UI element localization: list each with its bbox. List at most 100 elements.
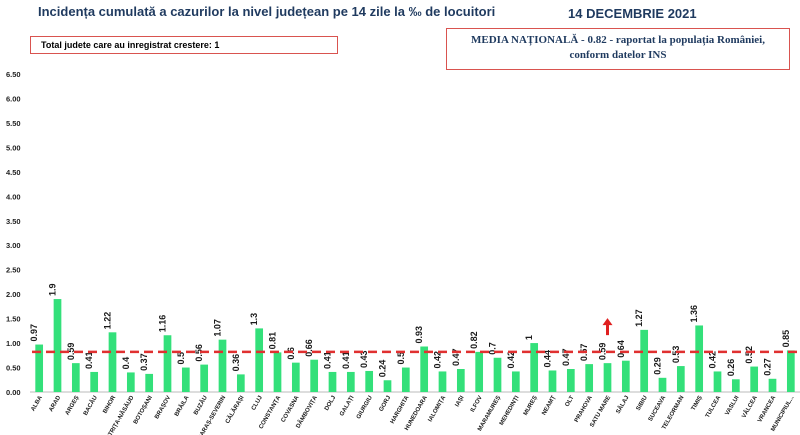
bar bbox=[475, 351, 484, 392]
bar bbox=[621, 360, 630, 392]
bar bbox=[108, 332, 117, 392]
bar bbox=[750, 366, 759, 392]
category-label: MEHEDINȚI bbox=[499, 395, 521, 427]
category-label: IAȘI bbox=[455, 395, 466, 408]
bar bbox=[310, 359, 319, 392]
bar bbox=[218, 339, 227, 392]
y-tick-label: 5.00 bbox=[6, 143, 21, 152]
bar bbox=[236, 374, 245, 392]
category-label: GIURGIU bbox=[356, 395, 374, 420]
category-label: BRAȘOV bbox=[154, 395, 172, 420]
bar bbox=[695, 325, 704, 392]
category-label: TULCEA bbox=[705, 394, 723, 419]
data-label: 1.36 bbox=[689, 305, 699, 323]
bar bbox=[731, 379, 740, 392]
bar bbox=[658, 377, 667, 392]
bar bbox=[768, 378, 777, 392]
data-label: 1.3 bbox=[249, 313, 259, 326]
category-label: PRAHOVA bbox=[574, 394, 594, 423]
bar bbox=[346, 371, 355, 392]
category-label: ILFOV bbox=[470, 395, 484, 413]
bar bbox=[511, 371, 520, 392]
y-tick-label: 4.00 bbox=[6, 192, 21, 201]
category-label: BUZĂU bbox=[192, 395, 209, 417]
data-label: 0.41 bbox=[323, 351, 333, 369]
category-label: SATU MARE bbox=[589, 395, 612, 429]
category-label: DOLJ bbox=[324, 395, 337, 412]
data-label: 0.52 bbox=[744, 346, 754, 364]
data-label: 1.07 bbox=[213, 319, 223, 337]
category-label: VÂLCEA bbox=[741, 394, 760, 419]
category-label: MUREȘ bbox=[523, 395, 539, 417]
data-label: 0.41 bbox=[341, 351, 351, 369]
increase-arrow-icon bbox=[602, 318, 613, 326]
national-average-box: MEDIA NAȚIONALĂ - 0.82 - raportat la pop… bbox=[446, 28, 790, 70]
category-label: HARGHITA bbox=[390, 394, 411, 425]
bar bbox=[603, 363, 612, 392]
data-label: 0.43 bbox=[359, 350, 369, 368]
data-label: 1.16 bbox=[158, 315, 168, 333]
data-label: 0.82 bbox=[469, 331, 479, 349]
y-tick-label: 0.50 bbox=[6, 364, 21, 373]
data-label: 0.59 bbox=[598, 343, 608, 361]
category-label: SIBIU bbox=[636, 395, 649, 412]
bar bbox=[365, 370, 374, 392]
bar bbox=[255, 328, 264, 392]
bar bbox=[713, 371, 722, 392]
data-label: 1.27 bbox=[634, 309, 644, 327]
y-tick-label: 2.00 bbox=[6, 290, 21, 299]
bar bbox=[585, 364, 594, 392]
bar bbox=[383, 380, 392, 392]
category-label: BIHOR bbox=[102, 394, 117, 414]
category-label: ARAD bbox=[48, 394, 62, 413]
bar bbox=[126, 372, 135, 392]
category-label: CLUJ bbox=[251, 395, 264, 412]
data-label: 0.47 bbox=[451, 348, 461, 366]
category-label: SĂLAJ bbox=[615, 395, 631, 416]
bar bbox=[163, 335, 172, 392]
y-tick-label: 6.00 bbox=[6, 94, 21, 103]
data-label: 0.64 bbox=[616, 340, 626, 358]
category-label: BOTOȘANI bbox=[133, 395, 154, 426]
data-label: 0.24 bbox=[378, 360, 388, 378]
category-label: CĂLĂRAȘI bbox=[224, 394, 246, 425]
data-label: 0.93 bbox=[414, 326, 424, 344]
data-label: 0.85 bbox=[781, 330, 791, 348]
y-tick-label: 6.50 bbox=[6, 70, 21, 79]
data-label: 0.27 bbox=[763, 358, 773, 376]
y-tick-label: 4.50 bbox=[6, 168, 21, 177]
chart-date: 14 DECEMBRIE 2021 bbox=[568, 6, 697, 21]
data-label: 0.36 bbox=[231, 354, 241, 372]
y-tick-label: 2.50 bbox=[6, 266, 21, 275]
category-label: ALBA bbox=[30, 394, 44, 412]
bar bbox=[493, 357, 502, 392]
data-label: 0.7 bbox=[488, 342, 498, 355]
category-label: VASLUI bbox=[725, 395, 741, 417]
bar bbox=[640, 329, 649, 392]
bar bbox=[328, 371, 337, 392]
category-label: NEAMȚ bbox=[541, 395, 557, 417]
category-label: COVASNA bbox=[281, 394, 301, 423]
category-label: BRĂILA bbox=[173, 394, 191, 418]
data-label: 0.6 bbox=[286, 347, 296, 360]
data-label: 1.22 bbox=[103, 312, 113, 330]
category-label: GALAȚI bbox=[339, 395, 356, 418]
category-label: TIMIȘ bbox=[691, 395, 704, 412]
bar bbox=[291, 362, 300, 392]
bar bbox=[456, 369, 465, 392]
bar bbox=[676, 366, 685, 392]
y-tick-label: 5.50 bbox=[6, 119, 21, 128]
bar bbox=[35, 344, 44, 392]
data-label: 0.4 bbox=[121, 357, 131, 370]
bar bbox=[420, 346, 429, 392]
data-label: 0.5 bbox=[176, 352, 186, 365]
national-average-line2: conform datelor INS bbox=[569, 49, 667, 61]
data-label: 0.5 bbox=[396, 352, 406, 365]
bar bbox=[786, 350, 795, 392]
data-label: 1 bbox=[524, 335, 534, 340]
bar bbox=[181, 367, 190, 392]
bar bbox=[401, 367, 410, 392]
y-tick-label: 1.00 bbox=[6, 339, 21, 348]
data-label: 0.42 bbox=[506, 351, 516, 369]
